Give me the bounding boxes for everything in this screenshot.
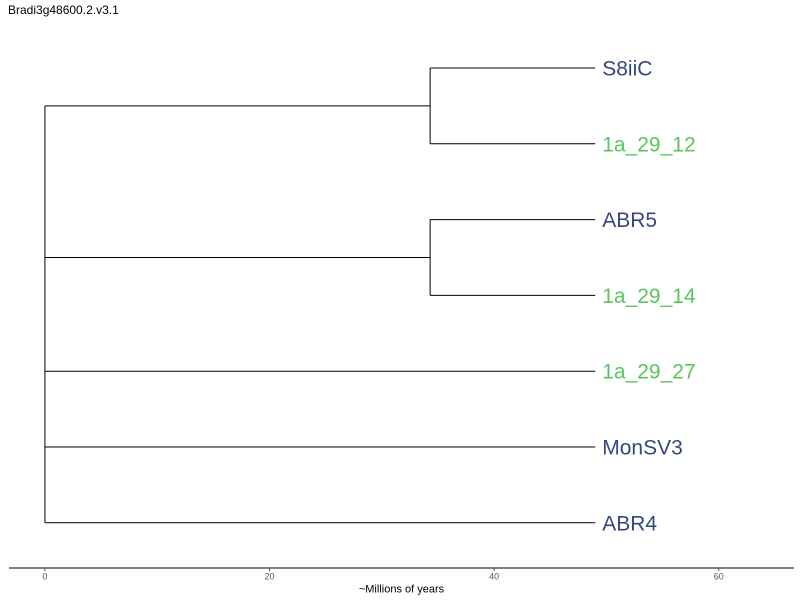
axis-label: ~Millions of years xyxy=(359,584,445,596)
tip-label-S8iiC: S8iiC xyxy=(602,58,652,81)
tip-label-ABR5: ABR5 xyxy=(602,209,657,232)
tip-label-ABR4: ABR4 xyxy=(602,512,657,535)
tip-label-1a_29_14: 1a_29_14 xyxy=(602,285,696,308)
tick-label-20: 20 xyxy=(265,572,275,582)
tip-label-1a_29_27: 1a_29_27 xyxy=(602,361,695,384)
tick-label-40: 40 xyxy=(489,572,499,582)
tick-label-0: 0 xyxy=(42,572,47,582)
tick-label-60: 60 xyxy=(714,572,724,582)
tip-label-MonSV3: MonSV3 xyxy=(602,437,683,460)
tip-label-1a_29_12: 1a_29_12 xyxy=(602,133,695,156)
time-axis: 0 20 40 60 ~Millions of years xyxy=(9,567,794,596)
tip-labels: S8iiC 1a_29_12 ABR5 1a_29_14 1a_29_27 MonSV3 A… xyxy=(602,58,696,536)
tree-title: Bradi3g48600.2.v3.1 xyxy=(8,3,119,17)
tree-branches xyxy=(44,67,596,524)
axis-ticks: 0 20 40 60 xyxy=(42,568,724,582)
